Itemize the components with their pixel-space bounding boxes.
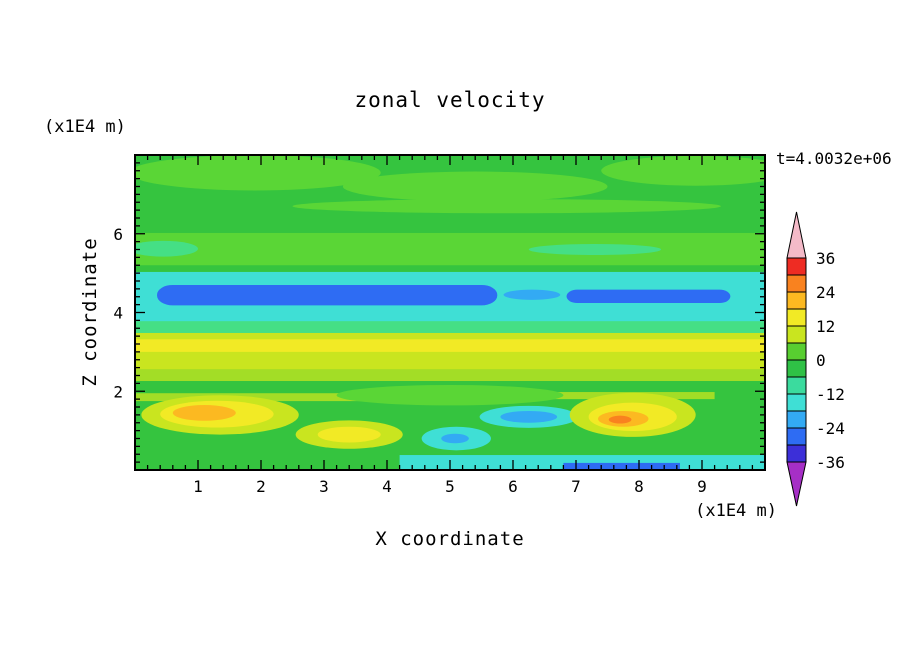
y-axis-title: Z coordinate <box>79 237 101 387</box>
contour-region <box>172 405 236 421</box>
colorbar-band <box>786 274 807 293</box>
contour-region <box>135 240 198 257</box>
y-axis-units-label: (x1E4 m) <box>44 117 126 137</box>
y-tick-label: 2 <box>113 382 123 401</box>
colorbar-band <box>786 342 807 361</box>
colorbar-tick-label: -36 <box>816 453 845 472</box>
colorbar-tick-label: 36 <box>816 249 835 268</box>
contour-region <box>441 433 469 444</box>
colorbar-tick-label: 0 <box>816 351 826 370</box>
x-axis-units-label: (x1E4 m) <box>695 501 777 521</box>
contour-region <box>135 232 765 266</box>
colorbar-band <box>786 376 807 395</box>
contour-region <box>342 171 608 202</box>
x-tick-label: 7 <box>571 477 581 496</box>
colorbar-band <box>786 257 807 276</box>
colorbar-over-arrow <box>786 211 807 259</box>
colorbar-band <box>786 427 807 446</box>
contour-region <box>317 426 381 443</box>
time-annotation: t=4.0032e+06 <box>776 149 892 168</box>
contour-region <box>135 339 765 352</box>
x-tick-label: 8 <box>634 477 644 496</box>
colorbar-band <box>786 308 807 327</box>
colorbar-under-arrow <box>786 461 807 507</box>
chart-title: zonal velocity <box>354 88 546 112</box>
colorbar-tick-label: -12 <box>816 385 845 404</box>
colorbar-band <box>786 291 807 310</box>
x-tick-label: 3 <box>319 477 329 496</box>
x-tick-label: 2 <box>256 477 266 496</box>
x-tick-label: 4 <box>382 477 392 496</box>
contour-region <box>135 393 406 402</box>
contour-region <box>563 462 680 470</box>
colorbar-tick-label: -24 <box>816 419 845 438</box>
contour-region <box>135 369 765 382</box>
x-tick-label: 5 <box>445 477 455 496</box>
colorbar-band <box>786 410 807 429</box>
x-tick-label: 6 <box>508 477 518 496</box>
colorbar-tick-label: 24 <box>816 283 835 302</box>
x-tick-label: 1 <box>193 477 203 496</box>
contour-region <box>608 415 632 424</box>
y-tick-label: 4 <box>113 304 123 323</box>
contour-region <box>601 155 765 186</box>
contour-region <box>566 289 731 304</box>
contour-region <box>528 243 662 256</box>
contour-region <box>157 284 498 306</box>
y-tick-label: 6 <box>113 225 123 244</box>
colorbar-tick-label: 12 <box>816 317 835 336</box>
contour-region <box>500 410 558 423</box>
colorbar-band <box>786 325 807 344</box>
contour-field <box>135 155 765 470</box>
plot-frame <box>134 154 766 471</box>
x-tick-label: 9 <box>697 477 707 496</box>
colorbar-band <box>786 393 807 412</box>
colorbar-band <box>786 359 807 378</box>
contour-region <box>292 199 721 214</box>
x-axis-title: X coordinate <box>375 528 525 550</box>
contour-region <box>503 289 561 300</box>
contour-region <box>135 155 381 191</box>
colorbar-band <box>786 444 807 463</box>
contour-region <box>336 384 564 406</box>
